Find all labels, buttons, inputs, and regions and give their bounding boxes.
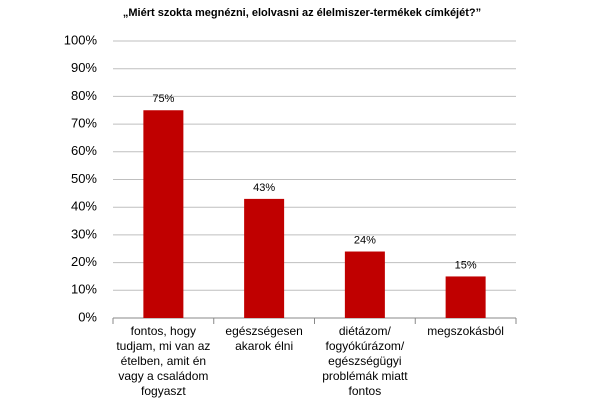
- y-tick-label: 50%: [71, 171, 97, 186]
- bar: [143, 110, 184, 318]
- y-tick-label: 20%: [71, 254, 97, 269]
- data-label: 75%: [152, 93, 174, 105]
- y-tick-label: 30%: [71, 226, 97, 241]
- data-label: 24%: [354, 234, 376, 246]
- y-tick-label: 70%: [71, 116, 97, 131]
- y-tick-label: 80%: [71, 88, 97, 103]
- y-tick-label: 100%: [64, 32, 98, 47]
- bar: [344, 251, 385, 318]
- x-tick-label: fontos, hogy tudjam, mi van az ételben, am…: [116, 324, 210, 398]
- chart-title: „Miért szokta megnézni, elolvasni az éle…: [123, 7, 481, 19]
- y-tick-label: 90%: [71, 60, 97, 75]
- data-label: 15%: [455, 259, 477, 271]
- x-tick-label: egészségesen akarok élni: [225, 324, 302, 353]
- y-tick-label: 40%: [71, 199, 97, 214]
- y-tick-label: 60%: [71, 143, 97, 158]
- x-tick-label: diétázom/fogyókúrázom/egészségügyi problé…: [322, 324, 408, 398]
- y-tick-label: 0%: [78, 309, 97, 324]
- data-label: 43%: [253, 182, 275, 194]
- bar: [445, 276, 486, 318]
- bar: [244, 198, 285, 318]
- x-tick-label: megszokásból: [427, 324, 504, 338]
- y-tick-label: 10%: [71, 282, 97, 297]
